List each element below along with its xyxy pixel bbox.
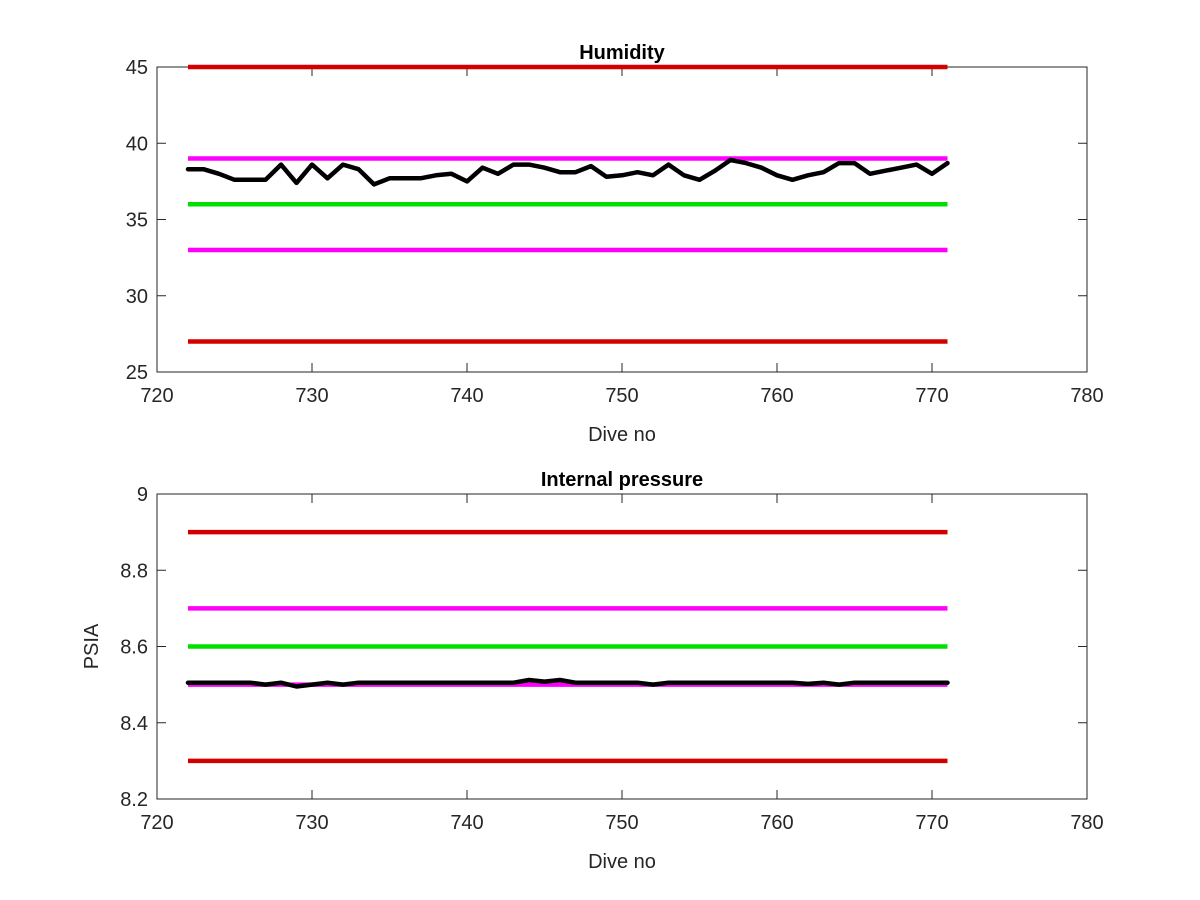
series-line (185, 677, 950, 689)
y-tick-label: 9 (137, 484, 148, 506)
x-tick-label: 730 (295, 812, 328, 834)
x-axis-label: Dive no (588, 424, 656, 446)
y-tick-label: 35 (126, 210, 148, 232)
x-axis-label: Dive no (588, 851, 656, 873)
y-tick-label: 45 (126, 57, 148, 79)
series-line (185, 157, 950, 187)
x-tick-label: 730 (295, 385, 328, 407)
y-tick-label: 8.6 (120, 637, 148, 659)
humidity-panel: 720 730 740 750 760 770 780 25 30 35 40 45 Humidity D… (126, 42, 1104, 446)
x-tick-label: 740 (450, 812, 483, 834)
x-tick-label: 750 (605, 812, 638, 834)
y-tick-label: 30 (126, 286, 148, 308)
y-tick-label: 8.2 (120, 789, 148, 811)
plot-title: Internal pressure (541, 469, 703, 491)
plot-title: Humidity (579, 42, 665, 64)
x-tick-label: 780 (1070, 385, 1103, 407)
y-axis-label: PSIA (81, 623, 103, 669)
x-tick-label: 770 (915, 385, 948, 407)
y-tick-label: 40 (126, 133, 148, 155)
x-tick-label: 770 (915, 812, 948, 834)
axes-box (156, 66, 1088, 373)
x-tick-label: 720 (140, 385, 173, 407)
x-tick-label: 780 (1070, 812, 1103, 834)
x-tick-label: 760 (760, 385, 793, 407)
x-tick-label: 720 (140, 812, 173, 834)
y-tick-label: 25 (126, 362, 148, 384)
x-tick-label: 750 (605, 385, 638, 407)
x-tick-label: 740 (450, 385, 483, 407)
y-tick-label: 8.4 (120, 713, 148, 735)
internal-pressure-panel: 720 730 740 750 760 770 780 8.2 8.4 8.6 8.8 9 Intern… (81, 469, 1104, 873)
y-tick-label: 8.8 (120, 560, 148, 582)
x-tick-label: 760 (760, 812, 793, 834)
